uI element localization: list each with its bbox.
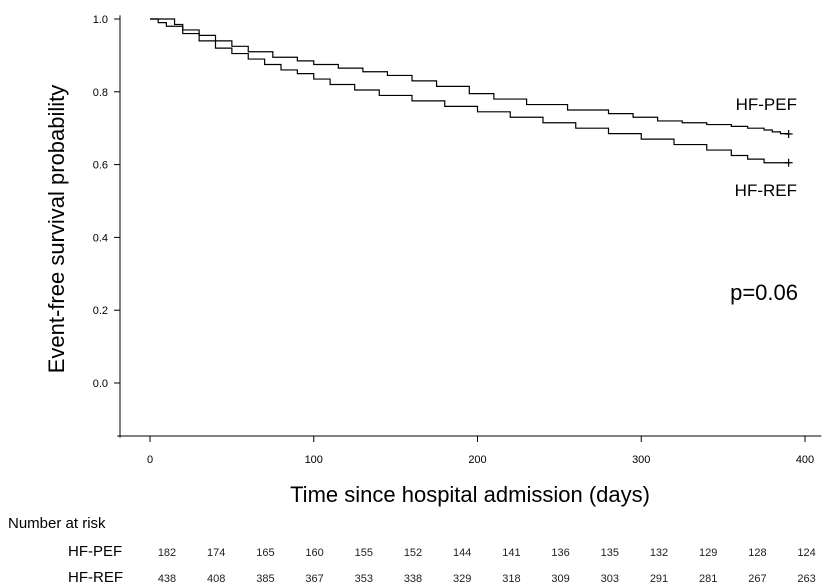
risk-count: 329 [453, 573, 471, 585]
risk-count: 144 [453, 547, 471, 559]
risk-count: 165 [256, 547, 274, 559]
legend-label-hf-pef: HF-PEF [736, 95, 797, 114]
risk-count: 174 [207, 547, 225, 559]
x-tick-label: 200 [468, 454, 486, 466]
y-tick-label: 0.2 [93, 305, 108, 317]
risk-row-label-hf-ref: HF-REF [68, 569, 123, 586]
risk-count: 136 [551, 547, 569, 559]
risk-count: 141 [502, 547, 520, 559]
series-line-hf-pef [150, 18, 790, 135]
x-tick-label: 100 [305, 454, 323, 466]
risk-count: 291 [650, 573, 668, 585]
y-tick-label: 0.0 [93, 378, 108, 390]
legend-label-hf-ref: HF-REF [735, 181, 797, 200]
risk-count: 263 [797, 573, 815, 585]
risk-count: 160 [305, 547, 323, 559]
y-tick-label: 0.4 [93, 232, 108, 244]
risk-table-values: 182 174 165 160 155 152 144 141 136 135 132 129 128 1… [158, 547, 816, 585]
x-tick-label: 300 [632, 454, 650, 466]
x-axis-label: Time since hospital admission (days) [290, 482, 650, 507]
y-tick-label: 0.6 [93, 160, 108, 172]
y-axis-label: Event-free survival probability [44, 85, 69, 374]
risk-count: 303 [601, 573, 619, 585]
risk-count: 338 [404, 573, 422, 585]
risk-count: 281 [699, 573, 717, 585]
risk-count: 135 [601, 547, 619, 559]
y-tick-label: 0.8 [93, 87, 108, 99]
risk-count: 267 [748, 573, 766, 585]
risk-count: 385 [256, 573, 274, 585]
x-tick-label: 400 [796, 454, 814, 466]
risk-count: 182 [158, 547, 176, 559]
p-value-annotation: p=0.06 [730, 280, 798, 305]
risk-row-label-hf-pef: HF-PEF [68, 543, 122, 560]
risk-count: 438 [158, 573, 176, 585]
x-tick-label: 0 [147, 454, 153, 466]
risk-count: 128 [748, 547, 766, 559]
risk-count: 318 [502, 573, 520, 585]
risk-count: 124 [797, 547, 815, 559]
x-axis: 0 100 200 300 400 [117, 435, 822, 466]
curves [150, 18, 793, 167]
risk-count: 309 [551, 573, 569, 585]
risk-count: 129 [699, 547, 717, 559]
y-tick-label: 1.0 [93, 14, 108, 26]
risk-count: 155 [355, 547, 373, 559]
risk-count: 353 [355, 573, 373, 585]
censor-mark-hf-pef [784, 130, 793, 139]
risk-count: 132 [650, 547, 668, 559]
risk-count: 152 [404, 547, 422, 559]
risk-table-title: Number at risk [8, 515, 106, 532]
censor-mark-hf-ref [784, 158, 793, 167]
risk-count: 367 [305, 573, 323, 585]
y-axis: 0.0 0.2 0.4 0.6 0.8 1.0 [93, 14, 121, 438]
series-line-hf-ref [150, 18, 789, 164]
risk-count: 408 [207, 573, 225, 585]
